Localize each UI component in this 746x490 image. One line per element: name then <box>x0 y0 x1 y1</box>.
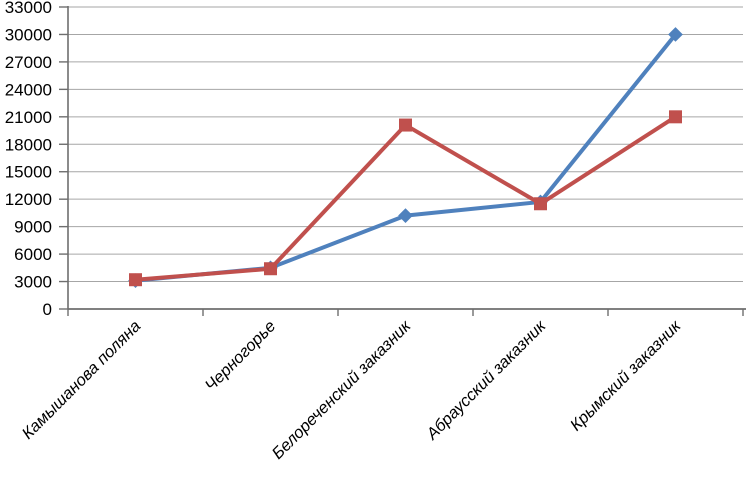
y-tick-label: 12000 <box>5 190 52 209</box>
y-tick-label: 27000 <box>5 53 52 72</box>
series-line-square <box>133 114 678 282</box>
x-category-label: Белореченский заказник <box>269 316 416 463</box>
marker-square <box>534 197 547 211</box>
y-tick-label: 18000 <box>5 135 52 154</box>
series-line-diamond <box>133 32 678 283</box>
marker-square <box>399 118 412 132</box>
marker-square <box>129 273 142 287</box>
y-tick-label: 21000 <box>5 108 52 127</box>
y-tick-label: 0 <box>43 300 52 319</box>
axes-group <box>59 6 746 316</box>
marker-diamond <box>398 208 413 224</box>
y-tick-label: 9000 <box>14 218 52 237</box>
x-category-label: Камышанова поляна <box>19 317 145 443</box>
gridlines-group <box>68 6 743 283</box>
marker-square <box>669 110 682 124</box>
y-tick-label: 33000 <box>5 0 52 17</box>
y-tick-label: 24000 <box>5 80 52 99</box>
y-tick-label: 3000 <box>14 273 52 292</box>
x-category-label: Абраусский заказник <box>422 316 550 444</box>
x-category-label: Крымский заказник <box>567 316 685 434</box>
axis-labels-group: 0 3000 6000 9000 12000 15000 18000 21000 24000 27… <box>5 0 685 463</box>
y-tick-label: 30000 <box>5 25 52 44</box>
y-tick-label: 15000 <box>5 163 52 182</box>
series-group <box>128 27 683 288</box>
marker-diamond <box>668 27 683 42</box>
y-tick-label: 6000 <box>14 245 52 264</box>
marker-square <box>264 262 277 276</box>
x-category-label: Черногорье <box>202 317 280 395</box>
